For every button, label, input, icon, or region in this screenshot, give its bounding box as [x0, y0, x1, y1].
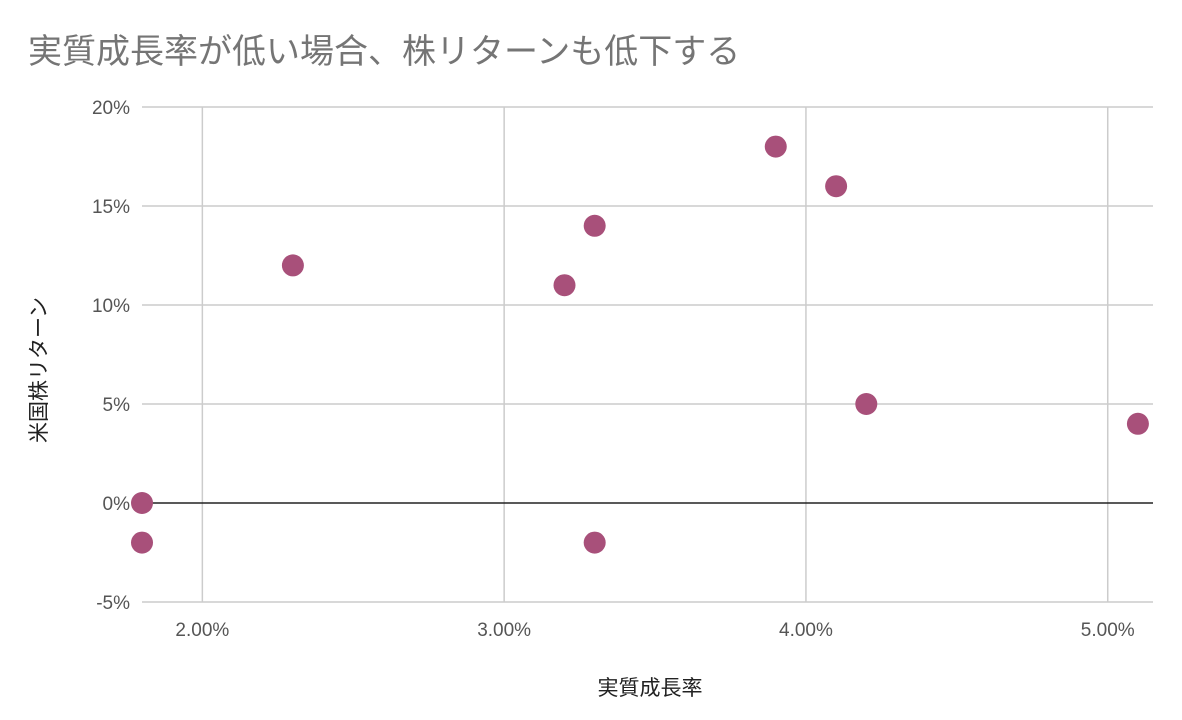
data-point [583, 531, 606, 554]
y-tick-label: -5% [96, 593, 130, 614]
tick-labels: -5% 0% 5% 10% 15% 20% 2.00% 3.00% 4.00% 5.00% [92, 98, 1135, 641]
data-point [825, 175, 848, 198]
y-tick-label: 0% [103, 494, 131, 515]
data-point [764, 135, 787, 158]
x-axis-label: 実質成長率 [597, 676, 703, 700]
x-tick-label: 3.00% [477, 620, 531, 641]
data-point [131, 531, 153, 554]
data-point [1126, 412, 1149, 435]
y-tick-label: 20% [92, 98, 130, 119]
y-tick-label: 5% [103, 395, 131, 416]
chart-title: 実質成長率が低い場合、株リターンも低下する [28, 32, 741, 72]
data-point [553, 274, 576, 297]
x-tick-label: 2.00% [175, 620, 229, 641]
data-points [131, 135, 1149, 554]
data-point [855, 393, 878, 415]
y-tick-label: 10% [92, 296, 130, 317]
x-tick-label: 4.00% [779, 620, 833, 641]
x-tick-label: 5.00% [1081, 620, 1135, 641]
data-point [281, 254, 304, 277]
data-point [583, 214, 606, 237]
y-axis-label: 米国株リターン [27, 297, 51, 443]
data-point [131, 492, 153, 514]
grid-lines [142, 106, 1153, 603]
y-tick-label: 15% [92, 197, 130, 218]
